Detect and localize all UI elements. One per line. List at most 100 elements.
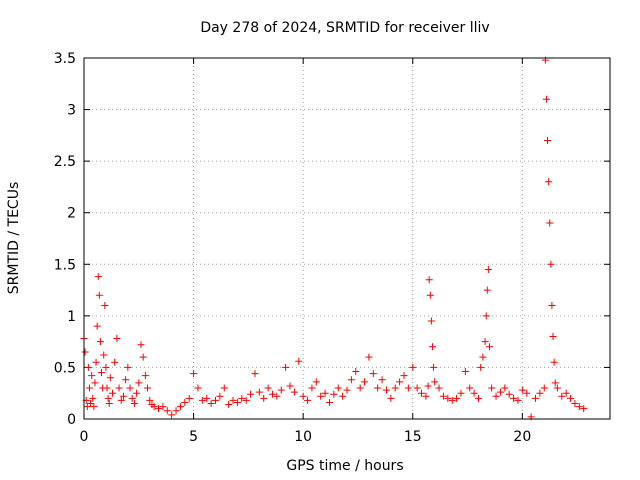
y-tick-label: 2 [67,206,76,222]
y-tick-label: 1.5 [54,257,76,273]
data-point [453,394,461,402]
data-point [84,363,92,371]
data-point [111,358,119,366]
data-point [139,353,147,361]
data-point [477,363,485,371]
data-point [334,384,342,392]
data-point [94,273,102,281]
data-point [90,403,98,411]
y-tick-label: 0.5 [54,360,76,376]
x-tick-label: 0 [80,429,89,445]
data-point [85,384,93,392]
data-point [427,317,435,325]
data-point [365,353,373,361]
data-point [325,398,333,406]
data-point [212,396,219,404]
data-point [404,384,412,392]
data-point [128,394,136,402]
data-point [485,343,493,351]
data-point [492,392,500,400]
data-point [488,384,496,392]
data-point [409,363,417,371]
data-point [425,276,433,284]
data-point [91,379,99,387]
data-point [115,384,123,392]
data-point [545,178,553,186]
x-tick-label: 15 [404,429,422,445]
data-point [396,378,404,386]
data-point [391,384,399,392]
data-point [101,302,109,310]
data-point [567,394,575,402]
data-point [194,384,202,392]
data-point [505,390,513,398]
data-point [146,396,154,404]
y-tick-label: 3 [67,103,76,119]
data-point [580,405,588,413]
data-point [496,388,504,396]
data-point [400,372,408,380]
data-point [181,398,189,406]
data-point [413,384,421,392]
data-point [558,392,566,400]
y-tick-label: 1 [67,309,76,325]
data-point [203,394,211,402]
data-point [102,363,110,371]
data-point [159,403,167,411]
data-point [339,392,347,400]
data-point [144,384,152,392]
data-point [92,358,100,366]
data-point [277,386,285,394]
data-point [548,302,556,310]
data-point [536,389,544,397]
data-point [185,394,193,402]
y-tick-label: 0 [67,412,76,428]
data-point [382,386,390,394]
data-points [80,56,588,421]
data-point [475,394,482,402]
data-point [317,392,325,400]
data-point [135,379,143,387]
data-point [108,389,116,397]
data-point [510,394,518,402]
data-point [378,376,386,384]
data-point [295,357,303,365]
data-point [98,369,106,377]
data-point [428,343,436,351]
data-point [95,291,103,299]
data-point [106,374,114,382]
data-point [96,338,104,346]
data-point [361,378,369,386]
data-point [286,382,294,390]
data-point [190,370,198,378]
data-point [542,95,550,103]
data-point [198,396,206,404]
data-point [238,394,246,402]
data-point [150,403,158,411]
data-point [523,389,531,397]
data-point [369,370,377,378]
data-point [81,348,89,356]
data-point [514,396,522,404]
data-point [89,394,97,402]
data-point [163,407,171,415]
data-point [466,384,474,392]
data-point [83,403,91,411]
data-point [448,396,456,404]
data-point [482,312,490,320]
x-axis-label: GPS time / hours [286,458,403,474]
data-point [418,389,426,397]
data-point [117,396,125,404]
data-point [255,388,263,396]
data-point [352,368,360,376]
data-point [103,384,111,392]
x-tick-label: 10 [294,429,312,445]
data-point [273,392,281,400]
data-point [550,358,558,366]
data-point [430,363,438,371]
data-point [122,376,130,384]
data-point [105,400,113,408]
data-point [87,400,95,408]
data-point [551,379,559,387]
data-point [137,341,145,349]
